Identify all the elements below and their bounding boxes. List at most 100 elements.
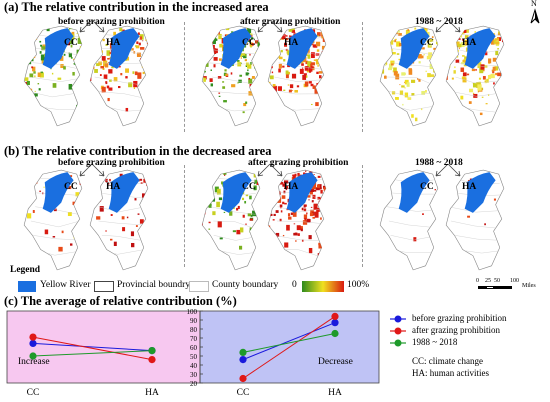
decrease-point-2-1 <box>331 329 339 338</box>
increase-point-1-0 <box>29 333 37 341</box>
increase-series-line-2 <box>32 350 153 357</box>
a-period-ha-label: HA <box>462 38 477 48</box>
b-after-split-arrows <box>257 163 283 177</box>
a-after-cc-label: CC <box>242 38 256 48</box>
note-ha: HA: human activities <box>412 368 489 378</box>
scale-tick-50: 50 <box>494 278 500 284</box>
a-after-split-arrows <box>257 19 283 33</box>
province-outline <box>201 169 261 271</box>
scale-unit: Miles <box>522 283 536 289</box>
yellow-river-area <box>464 28 496 69</box>
y-tick-label: 60 <box>190 344 198 352</box>
decrease-label: Decrease <box>318 357 353 367</box>
legend-series-after: after grazing prohibition <box>412 325 500 335</box>
north-arrow-icon <box>530 8 540 24</box>
yellow-river-area <box>108 172 140 213</box>
a-period-cc-map <box>379 25 439 127</box>
north-arrow: N <box>527 0 543 24</box>
b-before-cc-label: CC <box>64 182 78 192</box>
a-after-ha-map <box>267 25 327 127</box>
ramp-min-label: 0 <box>292 280 297 290</box>
a-period-ha-map <box>445 25 505 127</box>
province-outline <box>89 25 149 127</box>
note-cc: CC: climate change <box>412 356 483 366</box>
decrease-point-1-0 <box>239 374 247 383</box>
yellow-river-area <box>398 172 430 213</box>
section-a-col-period: 1988 ~ 2018 <box>415 17 463 27</box>
decrease-series-line-2 <box>242 333 336 353</box>
yellow-river-area <box>286 172 318 213</box>
a-before-ha-map <box>89 25 149 127</box>
decrease-point-1-1 <box>331 312 339 320</box>
a-before-split-arrows <box>79 19 105 33</box>
section-a-col-before: before grazing prohibition <box>58 17 165 27</box>
decrease-series-line-0 <box>242 322 336 361</box>
yellow-river-swatch <box>18 281 36 292</box>
increase-series-line-0 <box>32 342 153 352</box>
b-period-ha-map <box>445 169 505 271</box>
y-tick-label: 80 <box>190 326 198 334</box>
b-period-cc-label: CC <box>420 182 434 192</box>
y-tick-label: 90 <box>190 317 198 325</box>
legend-marker-before <box>394 315 402 323</box>
yellow-river-area <box>42 172 74 213</box>
b-before-ha-label: HA <box>106 182 121 192</box>
provincial-boundary-swatch <box>94 281 114 292</box>
column-divider <box>184 22 185 132</box>
legend-yellow-river: Yellow River <box>40 280 91 290</box>
b-period-split-arrows <box>435 163 461 177</box>
y-tick-label: 100 <box>187 308 198 316</box>
yellow-river-area <box>108 28 140 69</box>
a-after-cc-map <box>201 25 261 127</box>
x-tick-cc-increase: CC <box>27 388 40 398</box>
y-tick-label: 70 <box>190 335 198 343</box>
legend-series-before: before grazing prohibition <box>412 313 507 323</box>
section-c-title: (c) The average of relative contribution… <box>4 294 237 308</box>
legend-marker-period <box>394 339 402 347</box>
section-a-title: (a) The relative contribution in the inc… <box>4 0 269 14</box>
b-period-ha-label: HA <box>462 182 477 192</box>
y-tick-label: 30 <box>190 371 198 379</box>
legend-provincial: Provincial boundry <box>117 280 191 290</box>
a-before-cc-label: CC <box>64 38 78 48</box>
column-divider <box>184 165 185 267</box>
section-b-col-period: 1988 ~ 2018 <box>415 158 463 168</box>
legend-county: County boundary <box>212 280 279 290</box>
x-tick-ha-increase: HA <box>145 388 159 398</box>
yellow-river-area <box>464 172 496 213</box>
x-tick-cc-decrease: CC <box>237 388 250 398</box>
a-before-ha-label: HA <box>106 38 121 48</box>
province-outline <box>445 169 505 271</box>
increase-point-0-0 <box>29 339 37 347</box>
b-before-cc-map <box>23 169 83 271</box>
chart-legend: before grazing prohibition after grazing… <box>388 313 548 399</box>
north-label: N <box>531 0 537 8</box>
y-tick-label: 20 <box>190 380 198 388</box>
section-a-col-after: after grazing prohibition <box>240 17 341 27</box>
increase-point-2-1 <box>148 347 156 355</box>
b-period-cc-map <box>379 169 439 271</box>
increase-panel-bg <box>6 310 201 384</box>
scale-bar: 0 25 50 100 Miles <box>476 278 542 294</box>
a-period-cc-label: CC <box>420 38 434 48</box>
column-divider <box>362 22 363 132</box>
yellow-river-area <box>220 172 252 213</box>
b-after-cc-map <box>201 169 261 271</box>
a-after-ha-label: HA <box>284 38 299 48</box>
scale-tick-0: 0 <box>476 278 479 284</box>
province-outline <box>23 169 83 271</box>
scale-tick-100: 100 <box>510 278 519 284</box>
a-before-cc-map <box>23 25 83 127</box>
county-boundary-swatch <box>189 281 209 292</box>
province-outline <box>445 25 505 127</box>
province-outline <box>267 169 327 271</box>
scale-tick-25: 25 <box>485 278 491 284</box>
section-b-col-after: after grazing prohibition <box>248 158 349 168</box>
increase-point-1-1 <box>148 356 156 364</box>
section-b-title: (b) The relative contribution in the dec… <box>4 144 272 158</box>
b-after-ha-map <box>267 169 327 271</box>
yellow-river-area <box>398 28 430 69</box>
contribution-color-ramp <box>302 281 344 292</box>
decrease-point-2-0 <box>239 348 247 356</box>
